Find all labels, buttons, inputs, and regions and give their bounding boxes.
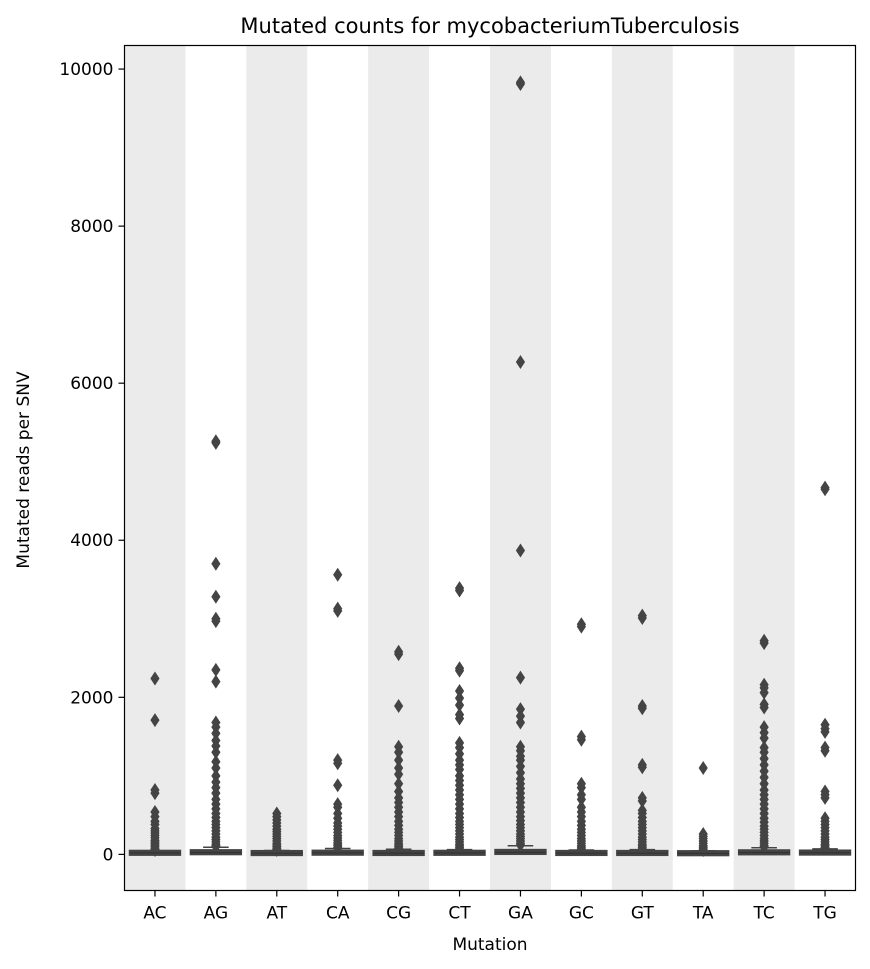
y-tick-label: 6000 xyxy=(70,374,113,394)
outlier-point xyxy=(333,567,343,582)
y-tick-label: 2000 xyxy=(70,688,113,708)
x-tick-label-ct: CT xyxy=(448,904,471,924)
outlier-point xyxy=(211,556,221,571)
box-ta xyxy=(677,760,730,858)
outlier-point xyxy=(515,76,526,91)
outlier-point xyxy=(211,760,221,775)
x-tick-label-ta: TA xyxy=(692,904,714,924)
outlier-point xyxy=(454,691,465,706)
outlier-point xyxy=(637,610,647,625)
x-tick-label-ag: AG xyxy=(204,904,229,924)
band-at xyxy=(246,45,308,891)
outlier-point xyxy=(515,715,526,730)
outlier-point xyxy=(150,713,160,728)
x-tick-label-ca: CA xyxy=(326,904,350,924)
outlier-point xyxy=(637,760,647,775)
outlier-point xyxy=(333,603,343,618)
x-tick-label-gc: GC xyxy=(569,904,594,924)
box-tc xyxy=(737,633,791,856)
chart-title: Mutated counts for mycobacteriumTubercul… xyxy=(240,14,739,38)
outlier-point xyxy=(211,726,221,741)
outlier-point xyxy=(454,583,465,598)
box-ac xyxy=(128,671,182,858)
outlier-point xyxy=(759,685,769,700)
outlier-point xyxy=(454,711,465,726)
box-series xyxy=(128,75,852,858)
box-ca xyxy=(311,567,364,856)
box-gt xyxy=(616,608,669,857)
box-tg xyxy=(798,480,852,856)
box-at xyxy=(250,806,303,858)
outlier-point xyxy=(637,793,647,808)
outlier-point xyxy=(820,482,830,497)
outlier-point xyxy=(394,745,404,760)
outlier-point xyxy=(759,636,769,651)
box-ct xyxy=(433,581,486,856)
outlier-point xyxy=(454,663,465,678)
y-tick-label: 8000 xyxy=(70,217,113,237)
outlier-point xyxy=(394,776,404,791)
outlier-point xyxy=(211,435,221,450)
outlier-point xyxy=(454,684,465,699)
outlier-point xyxy=(637,701,647,716)
outlier-point xyxy=(820,724,830,739)
x-tick-label-at: AT xyxy=(266,904,287,924)
box-gc xyxy=(555,617,608,857)
outlier-point xyxy=(576,619,586,634)
outlier-point xyxy=(820,743,830,758)
y-axis-ticks: 0 2000 4000 6000 8000 10000 xyxy=(59,60,125,865)
outlier-point xyxy=(394,647,404,662)
category-bands xyxy=(124,45,795,891)
box-cg xyxy=(372,644,425,857)
outlier-point xyxy=(576,732,586,747)
outlier-point xyxy=(211,662,221,677)
y-axis-label: Mutated reads per SNV xyxy=(14,371,34,569)
outlier-point xyxy=(150,786,160,801)
x-tick-label-tc: TC xyxy=(752,904,774,924)
outlier-point xyxy=(576,792,586,807)
outlier-point xyxy=(454,698,465,713)
y-tick-label: 4000 xyxy=(70,531,113,551)
outlier-point xyxy=(515,543,526,558)
outlier-point xyxy=(698,760,708,775)
axes-frame xyxy=(123,44,857,892)
outlier-point xyxy=(515,702,526,717)
outlier-point xyxy=(515,670,526,685)
outlier-point xyxy=(759,700,769,715)
outlier-point xyxy=(150,671,160,686)
outlier-point xyxy=(515,354,526,369)
x-tick-label-cg: CG xyxy=(386,904,411,924)
outlier-point xyxy=(576,780,586,795)
x-tick-label-tg: TG xyxy=(812,904,837,924)
outlier-point xyxy=(333,756,343,771)
outlier-point xyxy=(211,745,221,760)
box-ga xyxy=(494,75,547,856)
outlier-point xyxy=(333,778,343,793)
outlier-point xyxy=(820,790,830,805)
outlier-point xyxy=(515,837,526,852)
x-tick-label-ac: AC xyxy=(143,904,166,924)
outlier-point xyxy=(759,731,769,746)
box-ag xyxy=(189,434,243,856)
outlier-point xyxy=(394,767,404,782)
outlier-point xyxy=(211,589,221,604)
outlier-point xyxy=(394,698,404,713)
x-tick-label-gt: GT xyxy=(631,904,655,924)
band-gt xyxy=(611,45,673,891)
outlier-point xyxy=(394,753,404,768)
x-axis-ticks: AC AG AT CA CG CT GA GC GT TA TC TG xyxy=(143,890,837,924)
outlier-point xyxy=(211,674,221,689)
band-ac xyxy=(124,45,186,891)
x-axis-label: Mutation xyxy=(452,935,527,955)
outlier-point xyxy=(211,614,221,629)
y-tick-label: 10000 xyxy=(59,60,113,80)
x-tick-label-ga: GA xyxy=(508,904,533,924)
y-tick-label: 0 xyxy=(103,845,114,865)
